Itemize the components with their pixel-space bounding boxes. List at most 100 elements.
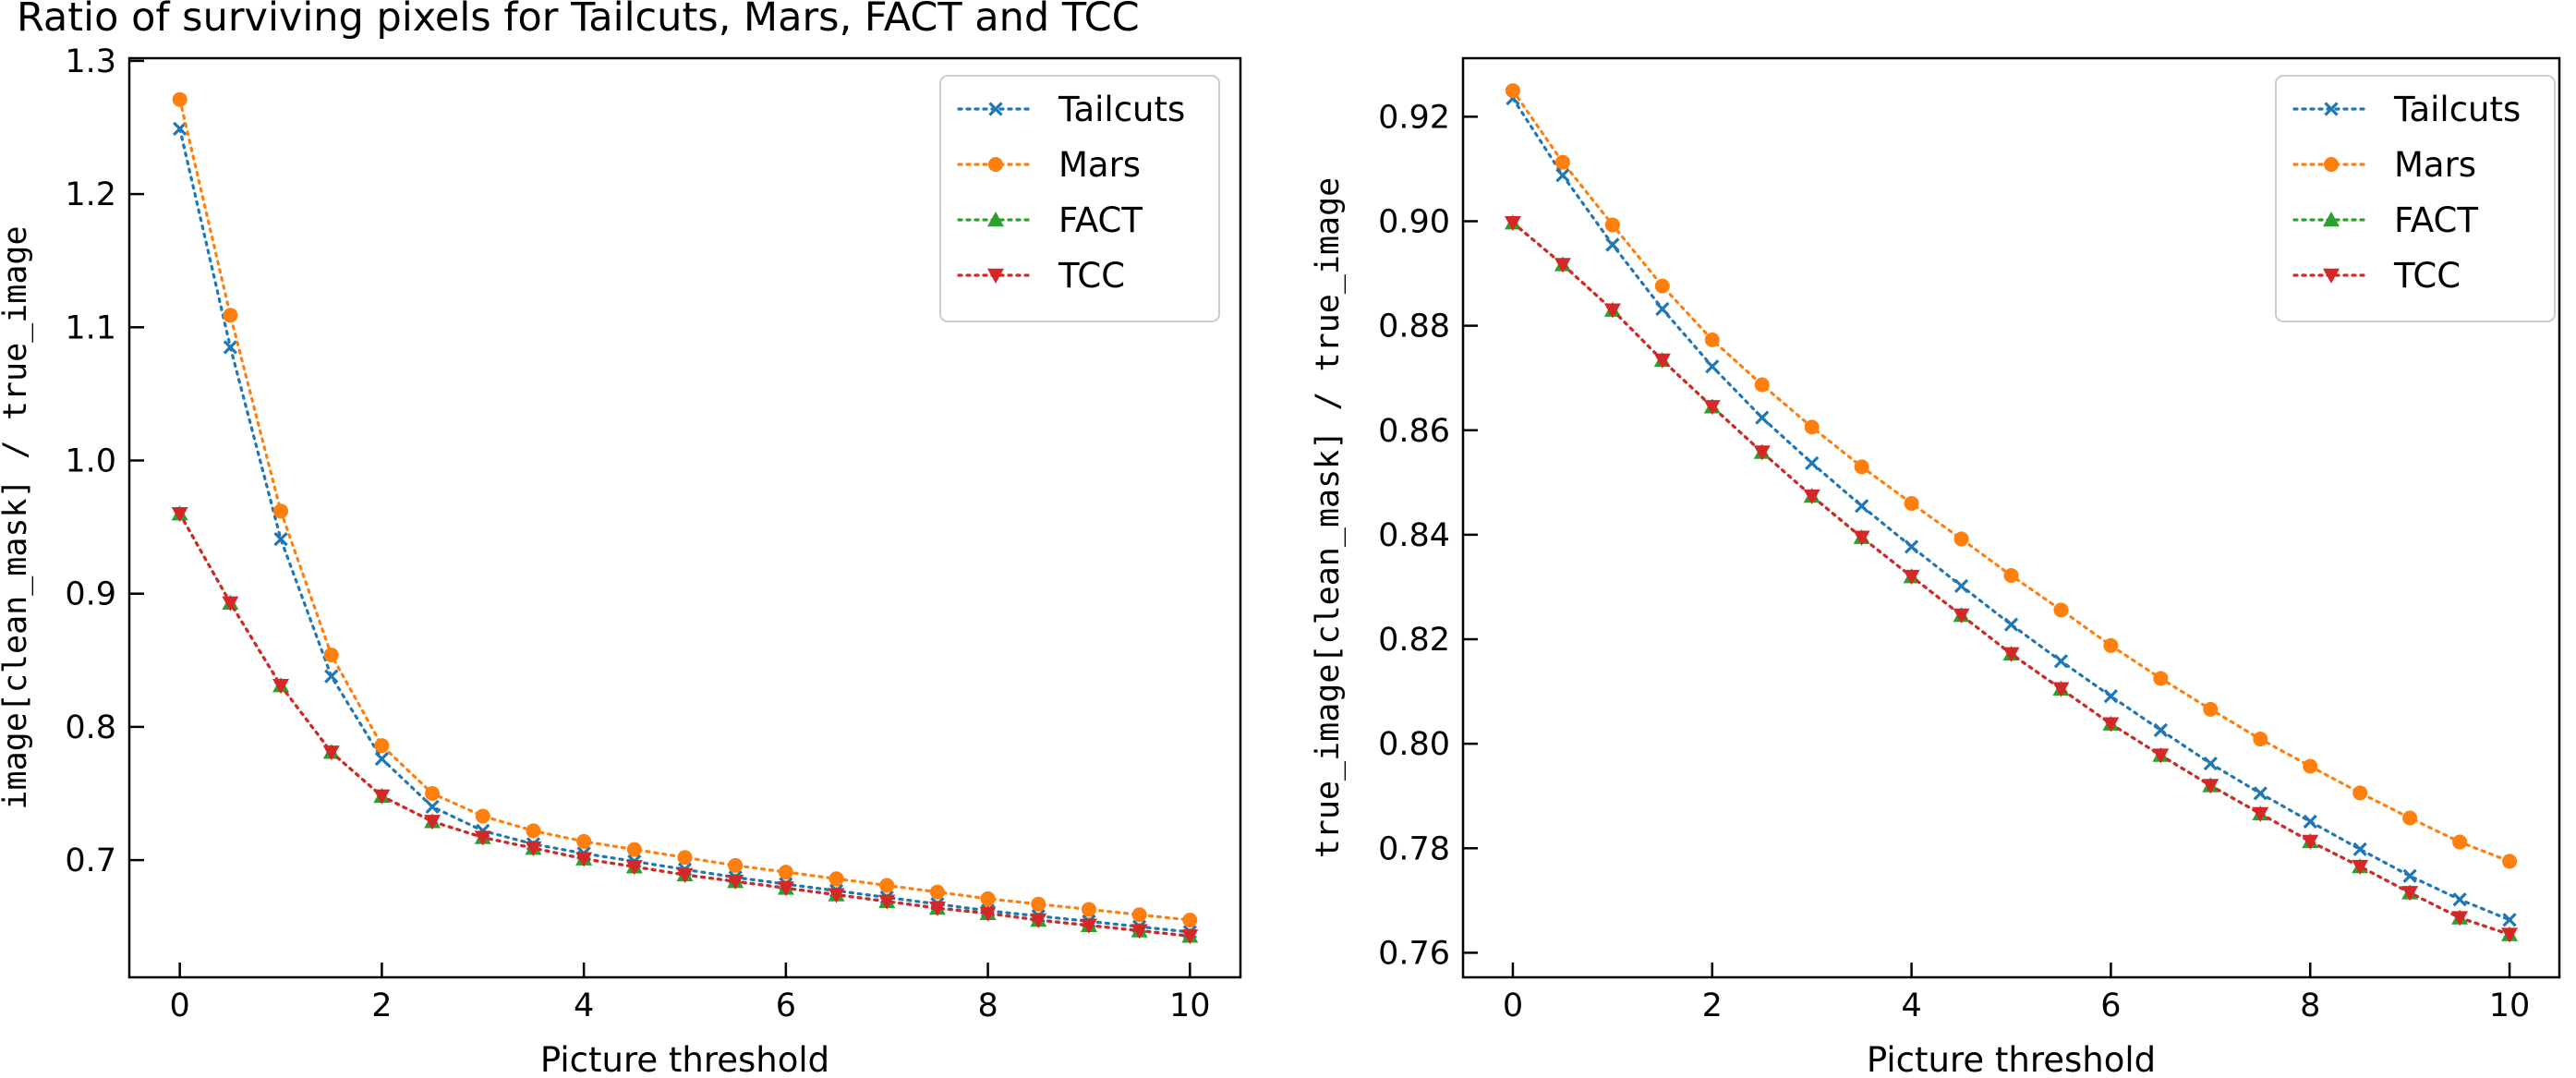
figure-title: Ratio of surviving pixels for Tailcuts, …: [17, 0, 1140, 41]
legend-label: TCC: [1058, 256, 1125, 296]
data-point: [778, 865, 793, 880]
data-point: [2103, 689, 2119, 704]
data-point: [1504, 215, 1521, 232]
legend-label: TCC: [2393, 256, 2461, 296]
data-point: [2502, 913, 2517, 927]
data-point: [2203, 701, 2219, 717]
y-axis-label: true_image[clean_mask] / true_image: [1310, 177, 1347, 859]
series-tcc: [1504, 215, 2519, 943]
data-point: [1704, 332, 1720, 347]
data-point: [373, 789, 391, 805]
series-mars: [1505, 83, 2518, 869]
data-point: [1904, 495, 1919, 511]
chart-panels: 0 2 4 6 8 10 0.7 0.8 0.9 1.0 1.1 1.2 1.3 Picture thre…: [0, 43, 2561, 1078]
data-point: [1804, 419, 1820, 435]
data-point: [2451, 911, 2469, 927]
data-point: [677, 850, 693, 866]
legend-marker: [2324, 157, 2339, 172]
data-point: [1754, 377, 1770, 393]
data-point: [1805, 455, 1820, 471]
data-point: [2452, 892, 2467, 907]
data-point: [273, 503, 289, 519]
legend-label: Tailcuts: [2393, 90, 2521, 129]
data-point: [273, 531, 288, 547]
data-point: [2302, 834, 2319, 850]
data-point: [1081, 902, 1096, 917]
data-point: [878, 894, 896, 910]
series-line: [178, 98, 1191, 922]
data-point: [2402, 810, 2418, 826]
data-point: [374, 751, 390, 767]
data-point: [223, 308, 238, 323]
data-point: [2052, 682, 2070, 697]
data-point: [222, 596, 239, 612]
legend-label: FACT: [1058, 200, 1143, 240]
data-point: [1080, 918, 1097, 934]
data-point: [2202, 779, 2219, 794]
x-tick-label: 10: [1169, 987, 1211, 1024]
legend-label: FACT: [2394, 200, 2478, 240]
data-point: [1131, 907, 1147, 923]
data-point: [2003, 617, 2019, 632]
data-point: [2303, 814, 2317, 830]
x-tick-label: 10: [2489, 987, 2531, 1024]
data-point: [2002, 647, 2020, 662]
data-point: [575, 852, 593, 867]
data-point: [1554, 154, 1570, 170]
x-tick-label: 4: [574, 987, 594, 1024]
plot-frame: [1461, 56, 2561, 979]
data-point: [1854, 459, 1869, 475]
data-point: [172, 91, 187, 107]
data-point: [173, 121, 187, 137]
legend-label: Tailcuts: [1058, 90, 1185, 129]
series-mars: [172, 91, 1198, 927]
data-point: [777, 881, 794, 897]
data-point: [980, 890, 996, 906]
data-point: [1182, 912, 1198, 927]
y-tick-label: 0.90: [1378, 203, 1450, 240]
x-tick-label: 2: [371, 987, 392, 1024]
data-point: [2352, 842, 2367, 857]
x-tick-label: 8: [977, 987, 998, 1024]
x-tick-label: 0: [1503, 987, 1523, 1024]
data-point: [728, 857, 744, 873]
data-point: [576, 833, 592, 849]
legend-marker: [2323, 212, 2340, 227]
data-point: [475, 808, 490, 824]
data-point: [272, 678, 290, 695]
x-tick-label: 2: [1702, 987, 1723, 1024]
data-point: [1554, 258, 1571, 273]
data-point: [2252, 806, 2269, 822]
data-point: [1803, 489, 1820, 505]
x-tick-label: 6: [2100, 987, 2121, 1024]
data-point: [474, 830, 491, 846]
data-point: [1753, 445, 1771, 461]
x-axis-label: Picture threshold: [540, 1040, 829, 1078]
y-tick-label: 0.82: [1378, 622, 1450, 659]
data-point: [1855, 499, 1869, 514]
chart-panel-1: 0 2 4 6 8 10 0.7 0.8 0.9 1.0 1.1 1.2 1.3 Picture thre…: [0, 43, 1242, 1078]
data-point: [2352, 785, 2368, 801]
data-point: [2053, 654, 2069, 669]
legend-marker: [988, 102, 1003, 116]
data-point: [2401, 886, 2419, 902]
data-point: [1904, 539, 1919, 554]
data-point: [2352, 859, 2369, 876]
data-point: [424, 815, 441, 830]
legend-marker: [2324, 102, 2339, 116]
data-point: [979, 906, 997, 922]
legend-label: Mars: [2394, 145, 2476, 185]
legend-marker: [987, 212, 1004, 227]
data-point: [828, 888, 845, 903]
y-tick-label: 1.1: [65, 309, 116, 346]
y-tick-label: 0.84: [1378, 517, 1450, 554]
data-point: [2103, 637, 2119, 653]
data-point: [2053, 602, 2069, 618]
legend-box: [2275, 75, 2556, 322]
data-point: [1953, 608, 1970, 624]
data-point: [1903, 569, 1920, 586]
data-point: [1655, 301, 1670, 317]
data-point: [1031, 896, 1046, 912]
data-point: [2502, 854, 2518, 869]
y-tick-label: 0.76: [1378, 935, 1450, 972]
